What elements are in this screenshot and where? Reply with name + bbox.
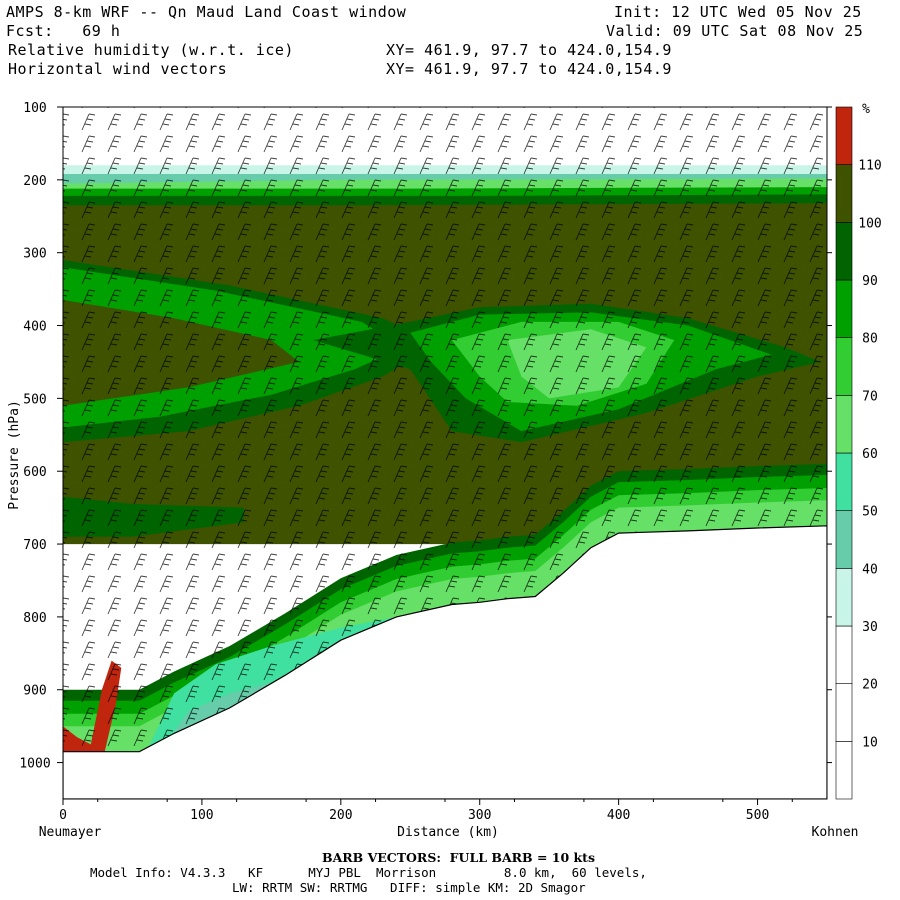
- x-axis: 0 100 200 300 400 500: [59, 799, 793, 823]
- colorbar-swatch: [835, 452, 853, 511]
- x-tick-label: 200: [329, 808, 352, 823]
- colorbar-swatch: [835, 106, 853, 165]
- y-tick-label: 1000: [19, 757, 50, 772]
- colorbar-label: 10: [862, 735, 878, 750]
- x-tick-label: 500: [746, 808, 769, 823]
- valid-time: Valid: 09 UTC Sat 08 Nov 25: [606, 22, 864, 40]
- y-axis: 100 200 300 400 500 600 700 800 900 1000: [19, 101, 832, 772]
- colorbar-swatch: [835, 337, 853, 396]
- colorbar-swatch: [835, 510, 853, 569]
- colorbar-swatch: [835, 395, 853, 454]
- x-start-station: Neumayer: [39, 825, 102, 840]
- x-tick-label: 100: [190, 808, 213, 823]
- colorbar-swatch: [835, 683, 853, 742]
- y-tick-label: 700: [23, 538, 46, 553]
- field-2-label: Horizontal wind vectors: [8, 60, 228, 78]
- field-2-xy: XY= 461.9, 97.7 to 424.0,154.9: [386, 60, 672, 78]
- colorbar-unit: %: [862, 102, 870, 117]
- colorbar-label: 110: [858, 159, 881, 174]
- y-axis-label: Pressure (hPa): [7, 400, 22, 510]
- colorbar: 10 20 30 40 50 60 70 80 90 100 110: [835, 106, 882, 800]
- y-tick-label: 100: [23, 101, 46, 116]
- barb-note: BARB VECTORS: FULL BARB = 10 kts: [322, 850, 595, 865]
- terrain-surface: [63, 525, 827, 799]
- colorbar-swatch: [835, 741, 853, 800]
- field-1-xy: XY= 461.9, 97.7 to 424.0,154.9: [386, 41, 672, 59]
- chart-title: AMPS 8-km WRF -- Qn Maud Land Coast wind…: [6, 3, 407, 21]
- terrain-mask: [63, 525, 827, 799]
- colorbar-swatch: [835, 625, 853, 684]
- x-tick-label: 400: [607, 808, 630, 823]
- colorbar-swatch: [835, 164, 853, 223]
- colorbar-label: 90: [862, 274, 878, 289]
- init-time: Init: 12 UTC Wed 05 Nov 25: [614, 3, 862, 21]
- model-info-line2: LW: RRTM SW: RRTMG DIFF: simple KM: 2D S…: [232, 880, 586, 895]
- y-tick-label: 800: [23, 611, 46, 626]
- x-axis-label: Distance (km): [397, 825, 499, 840]
- colorbar-label: 50: [862, 505, 878, 520]
- x-tick-label: 300: [468, 808, 491, 823]
- y-tick-label: 300: [23, 247, 46, 262]
- x-end-station: Kohnen: [812, 825, 859, 840]
- y-tick-label: 900: [23, 684, 46, 699]
- y-tick-label: 500: [23, 392, 46, 407]
- y-tick-label: 600: [23, 465, 46, 480]
- colorbar-swatch: [835, 279, 853, 338]
- colorbar-label: 70: [862, 389, 878, 404]
- colorbar-label: 30: [862, 620, 878, 635]
- model-info: Model Info: V4.3.3 KF MYJ PBL Morrison 8…: [90, 865, 647, 880]
- colorbar-label: 60: [862, 447, 878, 462]
- field-1-label: Relative humidity (w.r.t. ice): [8, 41, 294, 59]
- colorbar-label: 80: [862, 332, 878, 347]
- colorbar-label: 20: [862, 678, 878, 693]
- forecast-hour: Fcst: 69 h: [6, 22, 121, 40]
- y-tick-label: 400: [23, 320, 46, 335]
- colorbar-label: 100: [858, 216, 881, 231]
- colorbar-swatch: [835, 222, 853, 281]
- colorbar-label: 40: [862, 562, 878, 577]
- colorbar-swatch: [835, 568, 853, 627]
- y-tick-label: 200: [23, 174, 46, 189]
- x-tick-label: 0: [59, 808, 67, 823]
